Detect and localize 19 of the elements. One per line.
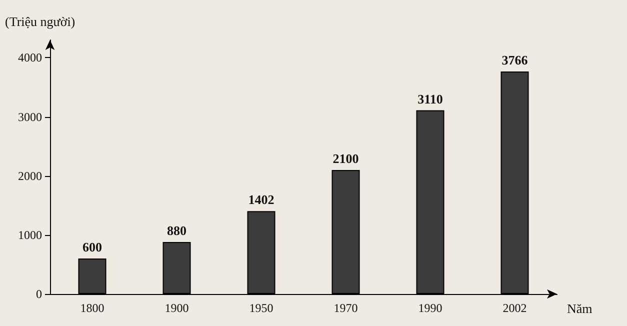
y-tick-label: 4000 <box>18 50 42 65</box>
x-tick-label: 1950 <box>249 301 274 315</box>
data-label: 3766 <box>502 52 528 68</box>
y-tick-label: 0 <box>36 287 42 301</box>
x-tick-label: 1990 <box>418 301 442 315</box>
x-tick-label: 1800 <box>80 301 104 315</box>
data-label: 1402 <box>248 192 274 208</box>
y-tick-label: 2000 <box>18 168 42 183</box>
data-label: 3110 <box>418 91 443 106</box>
data-label: 2100 <box>332 150 359 166</box>
data-label: 600 <box>82 240 102 255</box>
y-tick-label: 3000 <box>18 110 42 124</box>
x-tick-label: 1900 <box>164 301 189 315</box>
x-tick-label: 1970 <box>334 301 358 315</box>
y-axis-title: (Triệu người) <box>5 14 76 29</box>
data-label: 880 <box>167 223 186 238</box>
x-axis-title: Năm <box>567 301 592 316</box>
x-tick-label: 2002 <box>502 301 527 315</box>
y-tick-label: 1000 <box>18 228 42 242</box>
